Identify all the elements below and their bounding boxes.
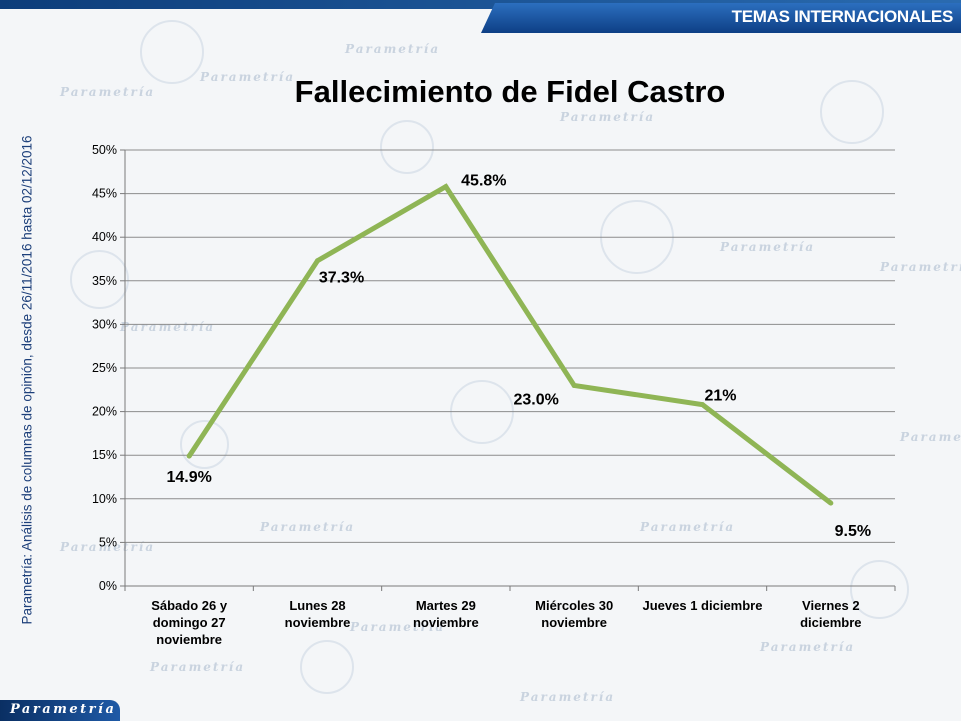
y-tick-label: 0% [99, 579, 117, 593]
x-category-label-line: diciembre [800, 615, 861, 630]
data-point [571, 382, 577, 388]
section-label: TEMAS INTERNACIONALES [731, 7, 954, 26]
watermark-text: Parametría [760, 640, 856, 654]
y-tick-label: 10% [92, 492, 117, 506]
watermark-text: Parametría [345, 42, 441, 56]
watermark-circle [70, 250, 129, 309]
watermark-text: Parametría [150, 660, 246, 674]
watermark-text: Parametría [60, 85, 156, 99]
x-category-label-line: noviembre [285, 615, 351, 630]
x-category-label: Miércoles 30 noviembre [535, 598, 613, 630]
data-label: 21% [704, 388, 736, 405]
watermark-circle [300, 640, 354, 694]
parametria-logo: Parametría [0, 700, 120, 721]
data-label: 45.8% [461, 173, 506, 190]
watermark-circle [850, 560, 909, 619]
x-category-label-line: noviembre [413, 615, 479, 630]
x-category-label-line: Miércoles 30 [535, 598, 613, 613]
data-label: 14.9% [166, 469, 211, 486]
watermark-text: Parametría [640, 520, 736, 534]
x-category-label-line: Lunes 28 [289, 598, 345, 613]
watermark-text: Parametría [900, 430, 961, 444]
x-category-label: Jueves 1 diciembre [643, 598, 763, 613]
watermark-text: Parametría [520, 690, 616, 704]
x-category-label-line: noviembre [541, 615, 607, 630]
y-tick-label: 30% [92, 317, 117, 331]
y-tick-label: 25% [92, 361, 117, 375]
watermark-circle [820, 80, 884, 144]
watermark-text: Parametría [60, 540, 156, 554]
watermark-text: Parametría [720, 240, 816, 254]
data-point [443, 184, 449, 190]
watermark-text: Parametría [560, 110, 656, 124]
x-category-label: Lunes 28 noviembre [285, 598, 351, 630]
watermark-circle [380, 120, 434, 174]
x-category-label-line: Sábado 26 y [151, 598, 228, 613]
chart-title: Fallecimiento de Fidel Castro [294, 74, 726, 109]
x-category-label-line: domingo 27 [153, 615, 226, 630]
x-category-label: Martes 29 noviembre [413, 598, 479, 630]
x-category-label: Viernes 2 diciembre [800, 598, 861, 630]
x-category-label: Sábado 26 y domingo 27 noviembre [151, 598, 228, 647]
watermark-circle [180, 420, 229, 469]
data-label: 9.5% [835, 523, 871, 540]
y-tick-label: 5% [99, 535, 117, 549]
top-band [0, 0, 961, 9]
watermark-circle [140, 20, 204, 84]
y-tick-label: 20% [92, 405, 117, 419]
y-tick-label: 15% [92, 448, 117, 462]
x-category-label-line: Viernes 2 [802, 598, 860, 613]
watermark-text: Parametría [350, 620, 446, 634]
data-point [700, 402, 705, 408]
data-label: 37.3% [319, 270, 364, 287]
y-tick-label: 40% [92, 230, 117, 244]
y-tick-label: 45% [92, 187, 117, 201]
x-category-label-line: Martes 29 [416, 598, 476, 613]
y-tick-label: 50% [92, 143, 117, 157]
data-point [315, 258, 320, 264]
series-line [187, 183, 833, 506]
watermark-text: Parametría [260, 520, 356, 534]
data-point [828, 500, 834, 506]
y-tick-label: 35% [92, 274, 117, 288]
data-point [186, 453, 192, 459]
watermark-text: Parametría [880, 260, 961, 274]
x-category-label-line: Jueves 1 diciembre [643, 598, 763, 613]
logo-text: Parametría [10, 702, 117, 717]
x-category-label-line: noviembre [156, 632, 222, 647]
watermark-text: Parametría [120, 320, 216, 334]
watermark-text: Parametría [200, 70, 296, 84]
data-label: 23.0% [513, 391, 558, 408]
